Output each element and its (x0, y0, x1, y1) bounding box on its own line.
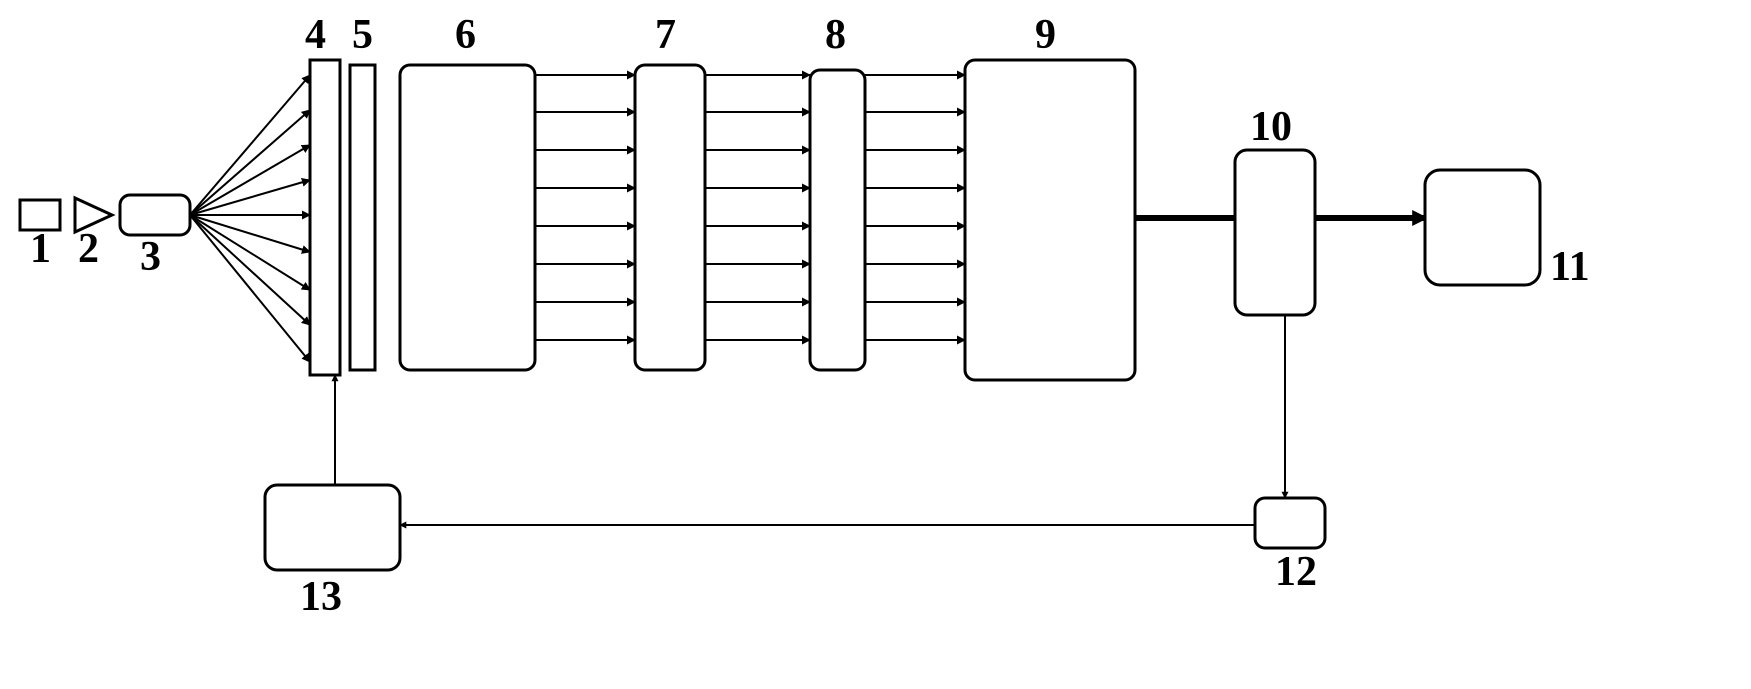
fan-line-1 (190, 110, 310, 215)
label-2: 2 (78, 226, 99, 272)
label-7: 7 (655, 12, 676, 58)
box-4 (310, 60, 340, 375)
label-4: 4 (305, 12, 326, 58)
label-12: 12 (1275, 549, 1317, 595)
box-8 (810, 70, 865, 370)
box-3 (120, 195, 190, 235)
fan-line-5 (190, 215, 310, 252)
label-11: 11 (1550, 244, 1590, 290)
label-13: 13 (300, 574, 342, 620)
fan-line-3 (190, 180, 310, 215)
label-6: 6 (455, 12, 476, 58)
box-10 (1235, 150, 1315, 315)
box-9 (965, 60, 1135, 380)
label-5: 5 (352, 12, 373, 58)
box-12 (1255, 498, 1325, 548)
label-8: 8 (825, 12, 846, 58)
label-9: 9 (1035, 12, 1056, 58)
fan-line-0 (190, 75, 310, 215)
fan-line-6 (190, 215, 310, 290)
box-7 (635, 65, 705, 370)
label-1: 1 (30, 226, 51, 272)
box-11 (1425, 170, 1540, 285)
fan-line-8 (190, 215, 310, 362)
fan-line-7 (190, 215, 310, 325)
box-13 (265, 485, 400, 570)
label-10: 10 (1250, 104, 1292, 150)
box-5 (350, 65, 375, 370)
label-3: 3 (140, 234, 161, 280)
box-6 (400, 65, 535, 370)
fan-line-2 (190, 145, 310, 215)
